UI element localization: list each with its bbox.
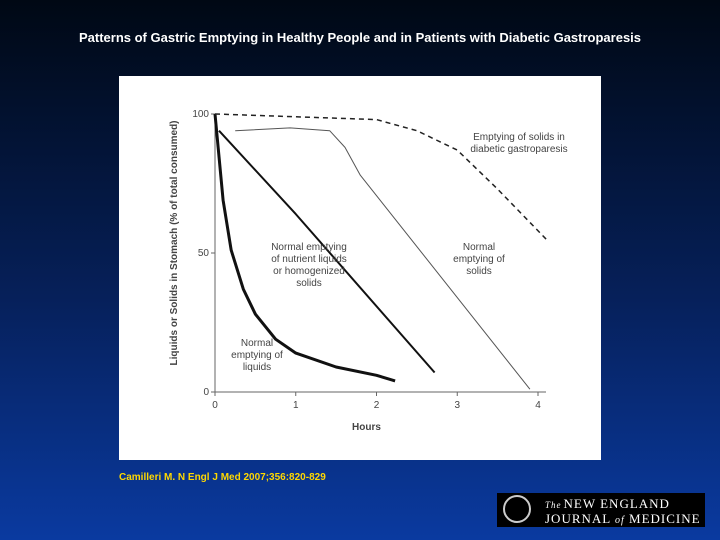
logo-text: NEW ENGLAND: [563, 496, 670, 511]
journal-logo: The NEW ENGLAND JOURNAL of MEDICINE: [497, 493, 705, 527]
chart: 0 50 100 0 1 2 3 4 Hours Liquids or Solids in Sto…: [169, 109, 547, 433]
logo-seal: [503, 495, 531, 523]
series-line: [213, 113, 396, 383]
x-tick-label: 2: [374, 400, 380, 411]
x-tick-label: 4: [535, 400, 541, 411]
y-tick-label: 100: [192, 109, 209, 120]
series-annotation: Normal emptying of liquids: [231, 338, 283, 373]
series-annotation: Normal emptying of solids: [453, 242, 505, 277]
x-tick-label: 0: [212, 400, 218, 411]
x-tick-label: 3: [454, 400, 460, 411]
y-tick-label: 50: [198, 248, 210, 259]
citation: Camilleri M. N Engl J Med 2007;356:820-8…: [119, 472, 326, 483]
logo-prefix: The: [545, 500, 562, 510]
logo-text: JOURNAL: [545, 511, 611, 526]
chart-panel: 0 50 100 0 1 2 3 4 Hours Liquids or Solids in Sto…: [119, 76, 601, 460]
logo-text: MEDICINE: [629, 511, 701, 526]
series-annotation: Normal emptying of nutrient liquids or h…: [271, 242, 347, 289]
slide-title: Patterns of Gastric Emptying in Healthy …: [78, 30, 642, 45]
logo-line: The NEW ENGLAND: [545, 496, 672, 512]
x-axis-label: Hours: [352, 422, 381, 433]
logo-text: of: [615, 515, 625, 526]
series-annotation: Emptying of solids in diabetic gastropar…: [470, 132, 568, 155]
series-line: [218, 130, 436, 374]
series-line: [235, 127, 531, 390]
x-tick-label: 1: [293, 400, 299, 411]
logo-line: JOURNAL of MEDICINE: [545, 511, 701, 527]
y-tick-label: 0: [203, 387, 209, 398]
y-axis-label: Liquids or Solids in Stomach (% of total…: [169, 120, 180, 365]
